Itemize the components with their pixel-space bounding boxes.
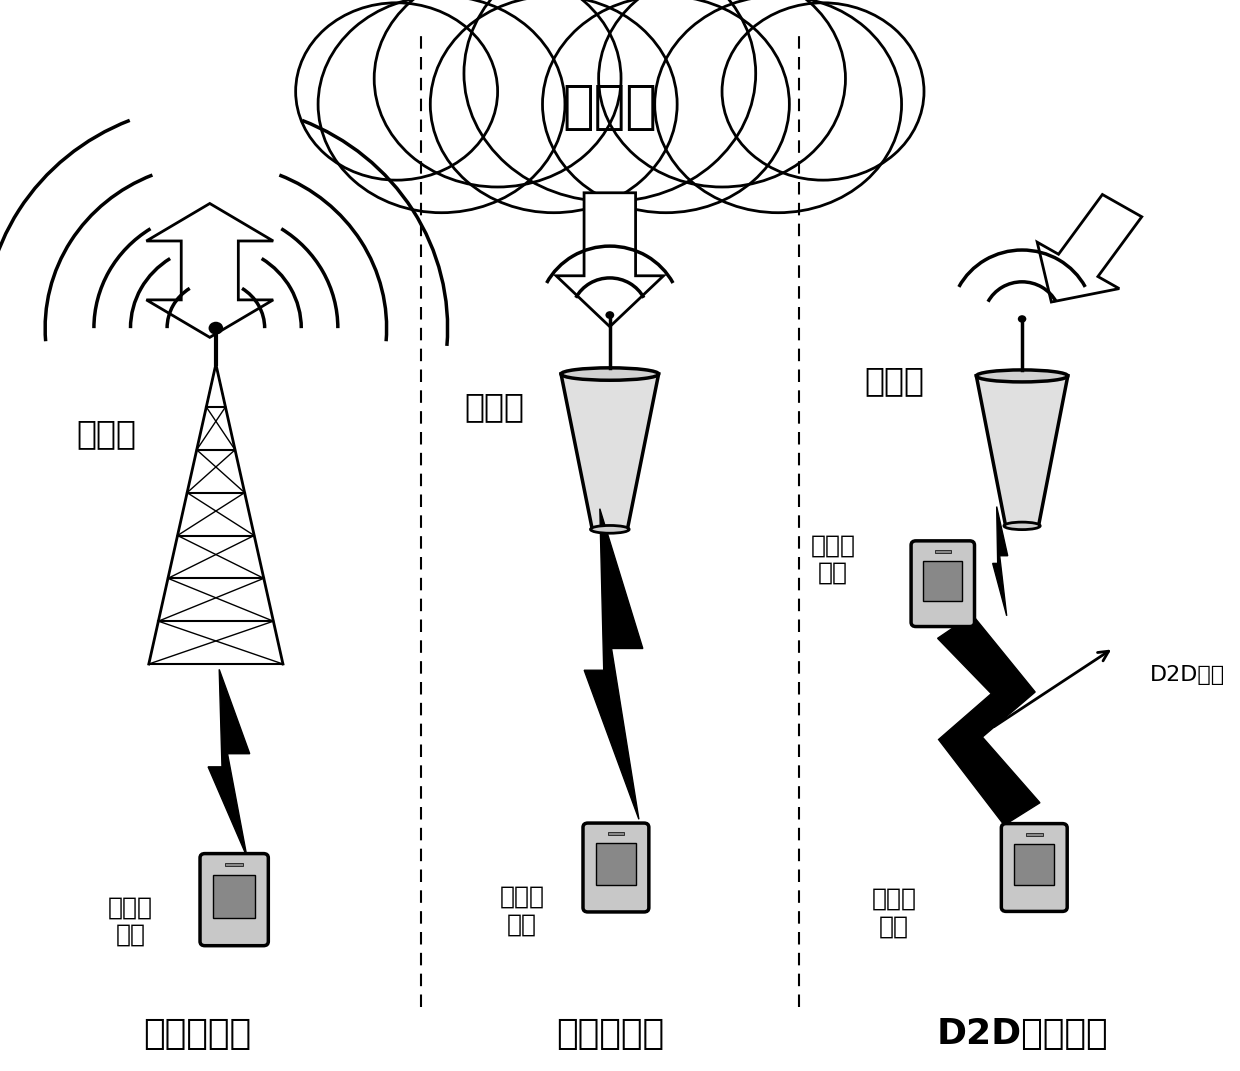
Text: 小蜂窝模式: 小蜂窝模式 bbox=[556, 1016, 663, 1051]
Text: 待接入
用户: 待接入 用户 bbox=[872, 887, 916, 938]
Polygon shape bbox=[584, 509, 642, 819]
Ellipse shape bbox=[1004, 522, 1040, 530]
Circle shape bbox=[1018, 315, 1027, 322]
FancyBboxPatch shape bbox=[911, 541, 975, 627]
Text: D2D中继: D2D中继 bbox=[1151, 665, 1225, 684]
Text: D2D中继模式: D2D中继模式 bbox=[936, 1016, 1107, 1051]
Text: 小基站: 小基站 bbox=[864, 364, 924, 396]
Ellipse shape bbox=[560, 367, 658, 380]
Polygon shape bbox=[557, 193, 663, 327]
Polygon shape bbox=[976, 376, 1068, 526]
FancyBboxPatch shape bbox=[583, 823, 649, 912]
Text: 宏蜂窝模式: 宏蜂窝模式 bbox=[144, 1016, 252, 1051]
Ellipse shape bbox=[590, 526, 629, 533]
Text: 小基站: 小基站 bbox=[464, 391, 525, 423]
Ellipse shape bbox=[976, 369, 1068, 382]
FancyBboxPatch shape bbox=[200, 854, 268, 946]
Text: 宏基站: 宏基站 bbox=[76, 418, 136, 450]
Text: 核心网: 核心网 bbox=[563, 81, 657, 133]
Bar bbox=[608, 832, 624, 835]
Polygon shape bbox=[1037, 195, 1142, 302]
Bar bbox=[213, 875, 255, 918]
FancyBboxPatch shape bbox=[1002, 824, 1068, 911]
Bar bbox=[1025, 832, 1043, 835]
Polygon shape bbox=[937, 615, 1040, 825]
Text: 待接入
用户: 待接入 用户 bbox=[500, 885, 544, 936]
Bar bbox=[226, 863, 243, 866]
Polygon shape bbox=[208, 669, 249, 857]
Polygon shape bbox=[560, 374, 658, 529]
Text: 小蜂窝
用户: 小蜂窝 用户 bbox=[811, 533, 856, 585]
Circle shape bbox=[208, 321, 223, 334]
Bar bbox=[935, 549, 951, 553]
Polygon shape bbox=[993, 507, 1008, 616]
Bar bbox=[595, 844, 636, 885]
Bar bbox=[924, 560, 962, 601]
Polygon shape bbox=[146, 203, 273, 337]
Circle shape bbox=[605, 312, 614, 319]
Bar bbox=[1014, 844, 1054, 885]
Text: 待接入
用户: 待接入 用户 bbox=[108, 895, 153, 947]
